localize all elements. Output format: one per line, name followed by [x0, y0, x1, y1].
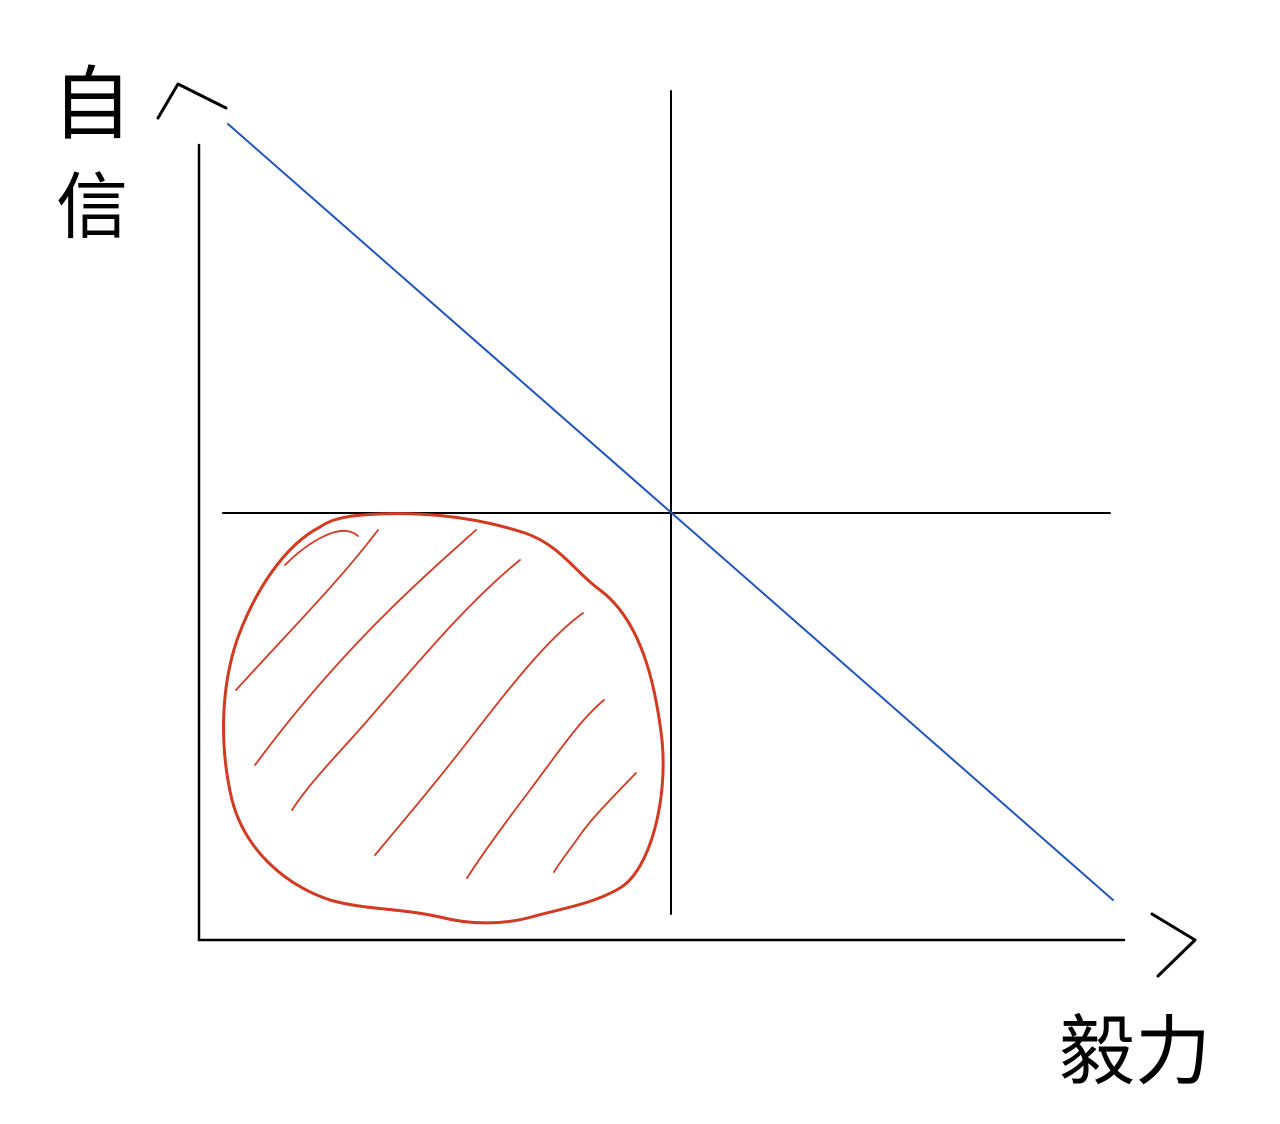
hatch-stroke [284, 530, 359, 566]
hatch-stroke [553, 772, 637, 873]
hatch-stroke [254, 529, 477, 766]
hatch-stroke [374, 612, 584, 856]
x-axis-arrowhead [1150, 912, 1197, 978]
hatch-stroke [466, 699, 605, 879]
y-axis-arrowhead [156, 82, 228, 120]
diagonal-line [227, 123, 1114, 901]
hatch-stroke [235, 529, 379, 691]
y-axis-label-line1: 自 [52, 58, 132, 151]
y-axis-label-line2: 信 [56, 165, 128, 249]
highlight-hatching [235, 529, 637, 879]
x-axis-label: 毅力 [1059, 1007, 1211, 1096]
hatch-stroke [291, 559, 521, 811]
highlight-region-outline [222, 512, 665, 925]
